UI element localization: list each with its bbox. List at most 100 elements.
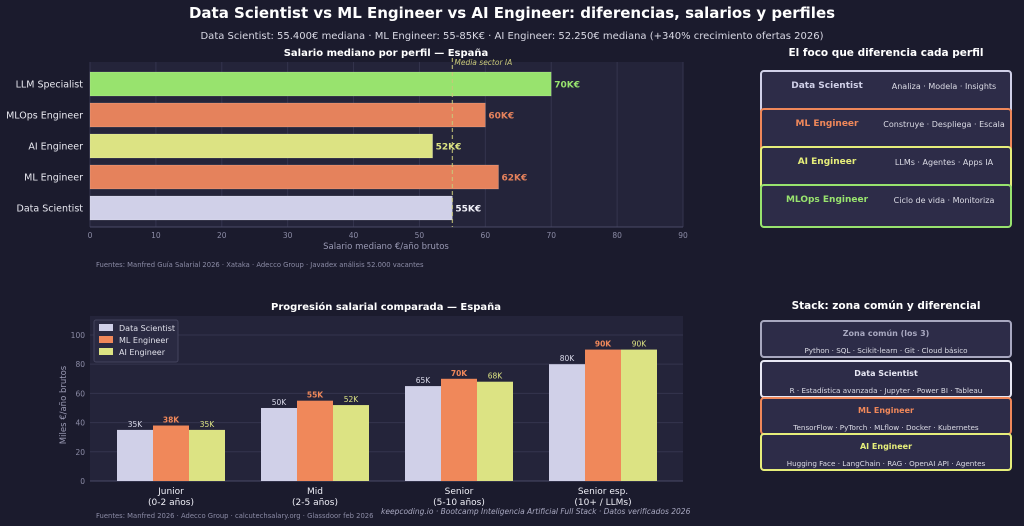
y-tick-label: 80 bbox=[75, 360, 85, 369]
bar bbox=[549, 364, 585, 481]
x-tick-label: 40 bbox=[349, 231, 359, 240]
y-axis-label: Miles €/año brutos bbox=[59, 365, 69, 444]
bar bbox=[333, 405, 369, 481]
bar bbox=[89, 102, 486, 128]
data-label: 35K bbox=[128, 420, 144, 429]
x-tick-label: 90 bbox=[678, 231, 688, 240]
bar bbox=[585, 349, 621, 481]
data-label: 60K€ bbox=[488, 112, 514, 122]
chart-title: Salario mediano por perfil — España bbox=[284, 48, 489, 59]
bar bbox=[117, 429, 153, 481]
data-label: 70K bbox=[451, 369, 468, 378]
card-name: AI Engineer bbox=[859, 442, 913, 451]
data-label: 55K€ bbox=[455, 205, 481, 215]
data-label: 35K bbox=[200, 420, 216, 429]
page-subtitle: Data Scientist: 55.400€ mediana · ML Eng… bbox=[200, 31, 824, 42]
y-tick-label: AI Engineer bbox=[28, 142, 83, 153]
legend bbox=[93, 319, 179, 363]
bar bbox=[297, 400, 333, 481]
x-tick-label: Mid bbox=[307, 487, 323, 497]
x-tick-label: (2-5 años) bbox=[292, 498, 338, 508]
bar bbox=[153, 425, 189, 481]
data-label: 65K bbox=[416, 376, 432, 385]
y-tick-label: 60 bbox=[75, 389, 85, 398]
bar bbox=[89, 195, 453, 221]
x-tick-label: Senior esp. bbox=[578, 487, 628, 497]
card-name: AI Engineer bbox=[797, 157, 857, 167]
card-name: ML Engineer bbox=[795, 119, 859, 129]
y-tick-label: 0 bbox=[80, 477, 85, 486]
x-tick-label: 80 bbox=[612, 231, 622, 240]
card-desc: Python · SQL · Scikit-learn · Git · Clou… bbox=[804, 346, 968, 355]
card-desc: Analiza · Modela · Insights bbox=[891, 82, 997, 91]
data-label: 68K bbox=[488, 372, 504, 381]
y-tick-label: 100 bbox=[71, 331, 86, 340]
y-tick-label: ML Engineer bbox=[24, 173, 83, 184]
data-label: 50K bbox=[272, 398, 288, 407]
x-tick-label: 0 bbox=[88, 231, 93, 240]
stack-card: ML Engineer TensorFlow · PyTorch · MLflow… bbox=[760, 397, 1012, 435]
card-desc: Construye · Despliega · Escala bbox=[883, 120, 1005, 129]
legend-swatch bbox=[99, 348, 113, 355]
legend-swatch bbox=[99, 336, 113, 343]
bar bbox=[89, 133, 433, 159]
data-label: 90K bbox=[632, 340, 648, 349]
y-tick-label: MLOps Engineer bbox=[6, 111, 83, 122]
data-label: 90K bbox=[595, 340, 612, 349]
x-tick-label: 30 bbox=[283, 231, 293, 240]
legend-label: Data Scientist bbox=[119, 324, 175, 333]
y-tick-label: 20 bbox=[75, 448, 85, 457]
x-tick-label: 70 bbox=[546, 231, 556, 240]
x-tick-label: 10 bbox=[151, 231, 161, 240]
bar bbox=[189, 429, 225, 481]
legend-label: ML Engineer bbox=[119, 336, 169, 345]
data-label: 52K€ bbox=[436, 143, 462, 153]
card-name: ML Engineer bbox=[858, 406, 914, 415]
bar bbox=[261, 407, 297, 481]
y-tick-label: LLM Specialist bbox=[16, 80, 84, 91]
y-tick-label: 40 bbox=[75, 419, 85, 428]
focus-card: MLOps Engineer Ciclo de vida · Monitoriza bbox=[760, 184, 1012, 228]
data-label: 62K€ bbox=[502, 174, 528, 184]
stack-title: Stack: zona común y diferencial bbox=[791, 300, 981, 312]
data-label: 52K bbox=[344, 395, 360, 404]
salary-by-profile-chart: Salario mediano por perfil — España Sala… bbox=[6, 48, 688, 269]
stack-card: AI Engineer Hugging Face · LangChain · RA… bbox=[760, 433, 1012, 471]
card-desc: Hugging Face · LangChain · RAG · OpenAI … bbox=[786, 459, 986, 468]
card-desc: Ciclo de vida · Monitoriza bbox=[893, 196, 995, 205]
x-tick-label: 60 bbox=[481, 231, 491, 240]
bar bbox=[89, 164, 499, 190]
bar bbox=[441, 378, 477, 481]
reference-line-label: Media sector IA bbox=[454, 58, 512, 67]
x-tick-label: Senior bbox=[445, 487, 474, 497]
x-tick-label: 20 bbox=[217, 231, 227, 240]
card-name: Data Scientist bbox=[854, 369, 918, 378]
page-title: Data Scientist vs ML Engineer vs AI Engi… bbox=[188, 4, 836, 22]
chart-title: Progresión salarial comparada — España bbox=[271, 301, 501, 313]
footer-credit: keepcoding.io · Bootcamp Inteligencia Ar… bbox=[381, 507, 691, 516]
card-desc: R · Estadística avanzada · Jupyter · Pow… bbox=[789, 386, 983, 395]
x-tick-label: Junior bbox=[157, 487, 184, 497]
data-label: 80K bbox=[560, 354, 576, 363]
legend-label: AI Engineer bbox=[119, 348, 166, 357]
legend-swatch bbox=[99, 324, 113, 331]
data-label: 55K bbox=[307, 391, 324, 400]
salary-progression-chart: Progresión salarial comparada — España M… bbox=[59, 301, 691, 520]
stack-card: Data Scientist R · Estadística avanzada ·… bbox=[760, 360, 1012, 398]
chart-source: Fuentes: Manfred 2026 · Adecco Group · c… bbox=[96, 512, 373, 520]
bar bbox=[621, 349, 657, 481]
card-desc: LLMs · Agentes · Apps IA bbox=[894, 158, 994, 167]
chart-source: Fuentes: Manfred Guía Salarial 2026 · Xa… bbox=[96, 261, 424, 269]
card-desc: TensorFlow · PyTorch · MLflow · Docker ·… bbox=[793, 423, 979, 432]
focus-title: El foco que diferencia cada perfil bbox=[788, 47, 984, 59]
x-tick-label: 50 bbox=[415, 231, 425, 240]
y-tick-label: Data Scientist bbox=[17, 204, 84, 215]
bar bbox=[405, 386, 441, 481]
card-name: Zona común (los 3) bbox=[842, 329, 930, 338]
focus-card: AI Engineer LLMs · Agentes · Apps IA bbox=[760, 146, 1012, 190]
x-tick-label: (0-2 años) bbox=[148, 498, 194, 508]
x-tick-label: (5-10 años) bbox=[433, 498, 485, 508]
data-label: 70K€ bbox=[554, 81, 580, 91]
x-axis-label: Salario mediano €/año brutos bbox=[323, 242, 449, 252]
x-tick-label: (10+ / LLMs) bbox=[574, 498, 631, 508]
